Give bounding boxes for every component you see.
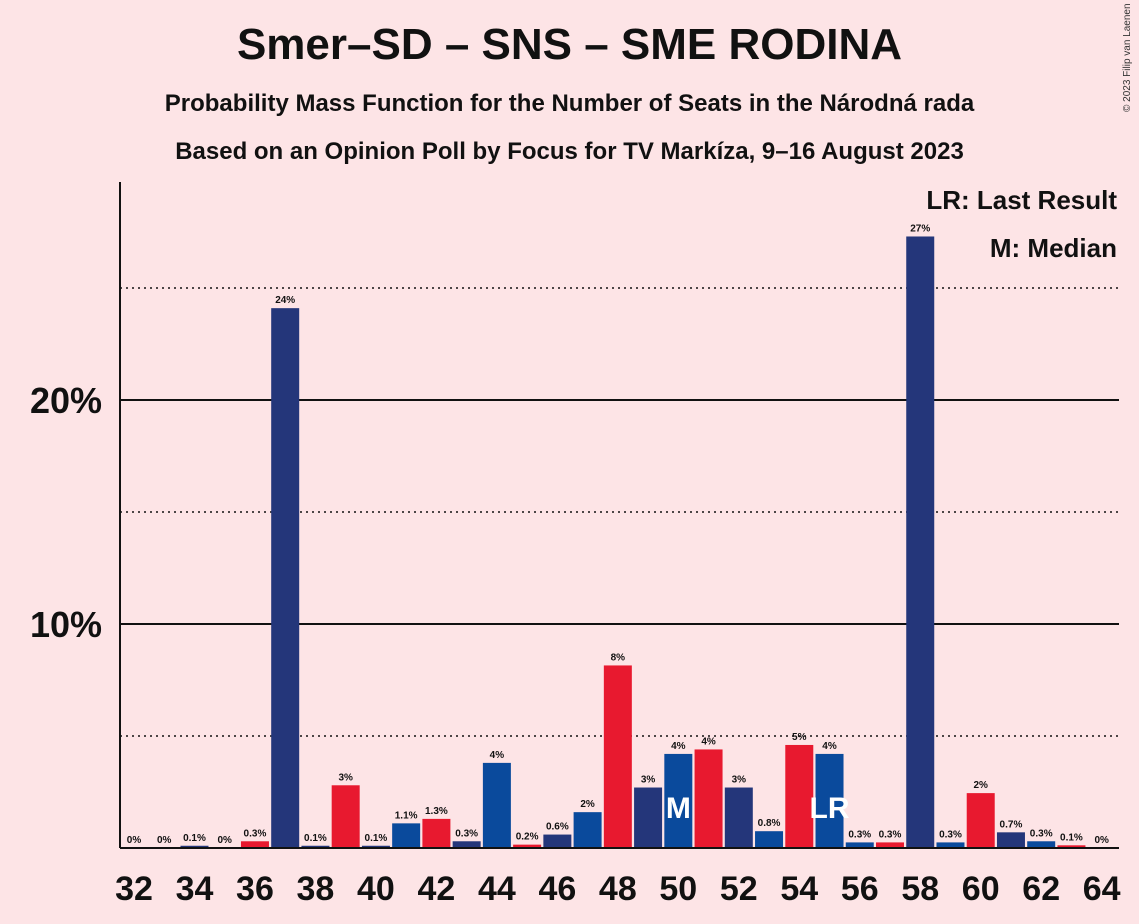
bar-value-label: 0.3%: [244, 828, 267, 839]
bar: [271, 308, 300, 848]
bar: [876, 842, 904, 848]
bar: [513, 844, 542, 848]
bar: [543, 834, 572, 848]
y-tick-label: 20%: [30, 380, 102, 421]
bar-value-label: 0%: [127, 835, 142, 846]
x-tick-label: 56: [841, 870, 879, 908]
bar: [1027, 841, 1056, 848]
x-tick-label: 52: [720, 870, 758, 908]
bar-value-label: 1.3%: [425, 806, 448, 817]
bar-value-label: 0.1%: [365, 833, 388, 844]
bar: [1057, 845, 1086, 848]
bar: [966, 793, 995, 848]
bar-value-label: 0%: [1094, 835, 1109, 846]
x-tick-label: 36: [236, 870, 274, 908]
bar: [936, 842, 965, 848]
bar-value-label: 5%: [792, 732, 807, 743]
bar-value-label: 3%: [338, 772, 353, 783]
bar-value-label: 2%: [973, 780, 988, 791]
bar-value-label: 0.3%: [1030, 828, 1053, 839]
chart-source-line: Based on an Opinion Poll by Focus for TV…: [175, 138, 964, 165]
bar: [361, 845, 390, 848]
bar-value-label: 0.8%: [758, 818, 781, 829]
chart-subtitle: Probability Mass Function for the Number…: [164, 90, 975, 117]
x-tick-label: 50: [659, 870, 697, 908]
bar-value-label: 27%: [910, 223, 930, 234]
bar-value-label: 0.7%: [1000, 819, 1023, 830]
bar: [845, 842, 874, 848]
bar: [240, 841, 269, 848]
bar: [815, 753, 844, 848]
bar-value-label: 4%: [701, 736, 716, 747]
x-tick-label: 64: [1083, 870, 1121, 908]
bar-value-label: 0.6%: [546, 822, 569, 833]
bar-value-label: 0.3%: [939, 829, 962, 840]
x-tick-label: 44: [478, 870, 516, 908]
bar-value-label: 0%: [217, 835, 232, 846]
bar: [694, 749, 723, 848]
x-tick-label: 34: [176, 870, 214, 908]
bar: [180, 845, 209, 848]
bar-value-label: 24%: [275, 295, 295, 306]
bar: [603, 665, 632, 848]
bar: [996, 832, 1025, 848]
bar: [573, 812, 602, 848]
bar: [906, 236, 935, 849]
bar: [634, 787, 663, 848]
bar: [724, 787, 753, 848]
bar: [301, 845, 330, 848]
bar-value-label: 4%: [490, 750, 505, 761]
bar-value-label: 8%: [611, 652, 626, 663]
bar-value-label: 0.1%: [1060, 832, 1083, 843]
legend-median: M: Median: [989, 233, 1117, 263]
bar-value-label: 0.1%: [183, 833, 206, 844]
bar-value-label: 0.2%: [516, 832, 539, 843]
median-marker: M: [666, 792, 691, 825]
bar: [785, 744, 814, 848]
bar-value-label: 0.1%: [304, 833, 327, 844]
bar: [482, 762, 511, 848]
bar: [422, 818, 451, 848]
x-tick-label: 46: [538, 870, 576, 908]
bar: [664, 753, 693, 848]
bar-value-label: 0.3%: [879, 829, 902, 840]
y-tick-label: 10%: [30, 604, 102, 645]
bar: [392, 823, 421, 848]
x-tick-label: 42: [417, 870, 455, 908]
bar-value-label: 0%: [157, 835, 172, 846]
x-tick-label: 62: [1022, 870, 1060, 908]
bar: [331, 785, 360, 848]
chart-title: Smer–SD – SNS – SME RODINA: [236, 20, 903, 69]
x-tick-label: 58: [901, 870, 939, 908]
bar-value-label: 3%: [641, 775, 656, 786]
bar-value-label: 4%: [822, 741, 837, 752]
bar-value-label: 1.1%: [395, 810, 418, 821]
bar: [452, 841, 481, 848]
x-tick-label: 48: [599, 870, 637, 908]
x-tick-label: 60: [962, 870, 1000, 908]
bar-value-label: 2%: [580, 799, 595, 810]
x-tick-label: 40: [357, 870, 395, 908]
bar-value-label: 4%: [671, 741, 686, 752]
bar-value-label: 0.3%: [455, 828, 478, 839]
x-tick-label: 38: [297, 870, 335, 908]
bar-value-label: 3%: [732, 775, 747, 786]
bar: [755, 831, 784, 848]
bar-value-label: 0.3%: [848, 829, 871, 840]
legend-last-result: LR: Last Result: [926, 185, 1117, 215]
last-result-marker: LR: [810, 792, 850, 825]
x-tick-label: 54: [780, 870, 818, 908]
x-tick-label: 32: [115, 870, 153, 908]
